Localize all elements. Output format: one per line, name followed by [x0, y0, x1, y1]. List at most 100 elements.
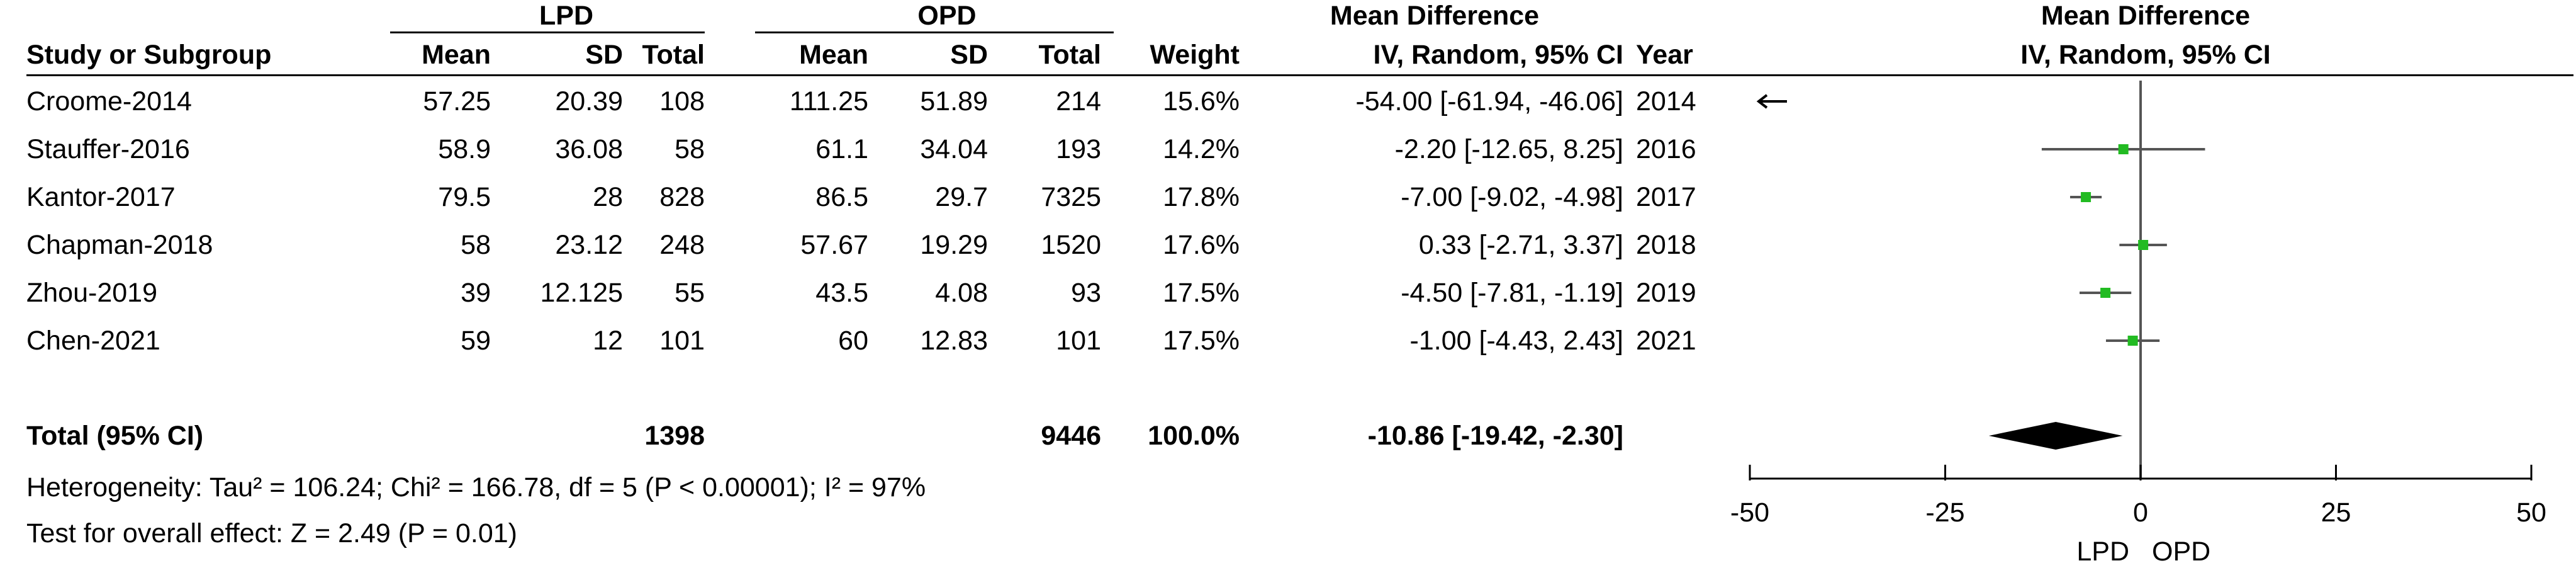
- total1: 828: [659, 182, 705, 212]
- favours-right-label: OPD: [2152, 537, 2210, 567]
- ci-text: -7.00 [-9.02, -4.98]: [1401, 182, 1623, 212]
- mean1: 58: [461, 230, 491, 260]
- total-label: Total (95% CI): [26, 421, 204, 451]
- year: 2019: [1636, 278, 1696, 308]
- group1-header: LPD: [539, 1, 593, 31]
- year: 2021: [1636, 326, 1696, 356]
- total2: 93: [1071, 278, 1101, 308]
- total2: 214: [1056, 86, 1101, 116]
- col-ci: IV, Random, 95% CI: [1373, 40, 1623, 70]
- mean2: 111.25: [789, 86, 868, 116]
- sd1: 36.08: [555, 134, 623, 164]
- point-marker: [2100, 288, 2111, 298]
- study-name: Chen-2021: [26, 326, 160, 356]
- study-row: Stauffer-2016 58.9 36.08 58 61.1 34.04 1…: [0, 133, 1730, 171]
- col-sd2: SD: [950, 40, 988, 70]
- year: 2014: [1636, 86, 1696, 116]
- sd1: 28: [593, 182, 623, 212]
- mean2: 86.5: [815, 182, 868, 212]
- study-name: Stauffer-2016: [26, 134, 190, 164]
- ci-text: -4.50 [-7.81, -1.19]: [1401, 278, 1623, 308]
- sd1: 12.125: [540, 278, 623, 308]
- point-marker: [2127, 336, 2138, 346]
- total1: 101: [659, 326, 705, 356]
- point-marker: [2118, 144, 2129, 154]
- mean2: 61.1: [815, 134, 868, 164]
- offscale-arrowhead: [1756, 94, 1768, 109]
- total2: 7325: [1041, 182, 1101, 212]
- md-table-title: Mean Difference: [1330, 1, 1540, 31]
- col-total2: Total: [1038, 40, 1101, 70]
- mean2: 43.5: [815, 278, 868, 308]
- study-row: Zhou-2019 39 12.125 55 43.5 4.08 93 17.5…: [0, 277, 1730, 315]
- year: 2018: [1636, 230, 1696, 260]
- total1: 108: [659, 86, 705, 116]
- pooled-diamond: [1988, 422, 2123, 450]
- mean1: 58.9: [438, 134, 491, 164]
- col-weight: Weight: [1150, 40, 1240, 70]
- study-row: Kantor-2017 79.5 28 828 86.5 29.7 7325 1…: [0, 181, 1730, 219]
- ci-text: -54.00 [-61.94, -46.06]: [1355, 86, 1623, 116]
- md-plot-title: Mean Difference: [2041, 1, 2251, 31]
- weight: 17.6%: [1163, 230, 1240, 260]
- col-year: Year: [1636, 40, 1693, 70]
- group1-rule: [390, 31, 705, 33]
- header-rule: [26, 74, 2573, 76]
- study-row: Chapman-2018 58 23.12 248 57.67 19.29 15…: [0, 229, 1730, 267]
- weight: 14.2%: [1163, 134, 1240, 164]
- col-mean2: Mean: [799, 40, 868, 70]
- x-tick-label: -50: [1730, 497, 1769, 528]
- ci-text: -2.20 [-12.65, 8.25]: [1394, 134, 1623, 164]
- point-marker: [2081, 192, 2092, 202]
- col-study: Study or Subgroup: [26, 40, 272, 70]
- ci-text: 0.33 [-2.71, 3.37]: [1418, 230, 1623, 260]
- sd2: 4.08: [935, 278, 988, 308]
- col-mean1: Mean: [422, 40, 491, 70]
- col-sd1: SD: [585, 40, 623, 70]
- sd1: 23.12: [555, 230, 623, 260]
- x-tick-label: -25: [1925, 497, 1964, 528]
- x-tick-label: 0: [2133, 497, 2148, 528]
- total2: 193: [1056, 134, 1101, 164]
- weight: 15.6%: [1163, 86, 1240, 116]
- point-marker: [2138, 240, 2149, 250]
- sd2: 12.83: [920, 326, 988, 356]
- total2: 101: [1056, 326, 1101, 356]
- col-total1: Total: [642, 40, 705, 70]
- mean1: 57.25: [423, 86, 491, 116]
- total2-sum: 9446: [1041, 421, 1101, 451]
- total2: 1520: [1041, 230, 1101, 260]
- sd1: 12: [593, 326, 623, 356]
- total1: 248: [659, 230, 705, 260]
- x-tick-label: 25: [2321, 497, 2351, 528]
- study-name: Zhou-2019: [26, 278, 157, 308]
- total1-sum: 1398: [644, 421, 705, 451]
- study-row: Chen-2021 59 12 101 60 12.83 101 17.5% -…: [0, 325, 1730, 363]
- overall-effect-text: Test for overall effect: Z = 2.49 (P = 0…: [26, 518, 517, 548]
- total-weight: 100.0%: [1148, 421, 1240, 451]
- total-ci: -10.86 [-19.42, -2.30]: [1367, 421, 1623, 451]
- study-row: Croome-2014 57.25 20.39 108 111.25 51.89…: [0, 86, 1730, 123]
- weight: 17.5%: [1163, 278, 1240, 308]
- mean1: 59: [461, 326, 491, 356]
- mean1: 39: [461, 278, 491, 308]
- sd1: 20.39: [555, 86, 623, 116]
- mean2: 60: [838, 326, 868, 356]
- study-name: Chapman-2018: [26, 230, 213, 260]
- sd2: 51.89: [920, 86, 988, 116]
- mean2: 57.67: [800, 230, 868, 260]
- col-plot-ci: IV, Random, 95% CI: [2020, 40, 2271, 70]
- total1: 58: [675, 134, 705, 164]
- study-name: Kantor-2017: [26, 182, 176, 212]
- year: 2016: [1636, 134, 1696, 164]
- ci-text: -1.00 [-4.43, 2.43]: [1409, 326, 1623, 356]
- group2-header: OPD: [917, 1, 977, 31]
- group2-rule: [755, 31, 1114, 33]
- x-tick-label: 50: [2516, 497, 2546, 528]
- weight: 17.8%: [1163, 182, 1240, 212]
- sd2: 19.29: [920, 230, 988, 260]
- weight: 17.5%: [1163, 326, 1240, 356]
- favours-left-label: LPD: [2076, 537, 2129, 567]
- sd2: 29.7: [935, 182, 988, 212]
